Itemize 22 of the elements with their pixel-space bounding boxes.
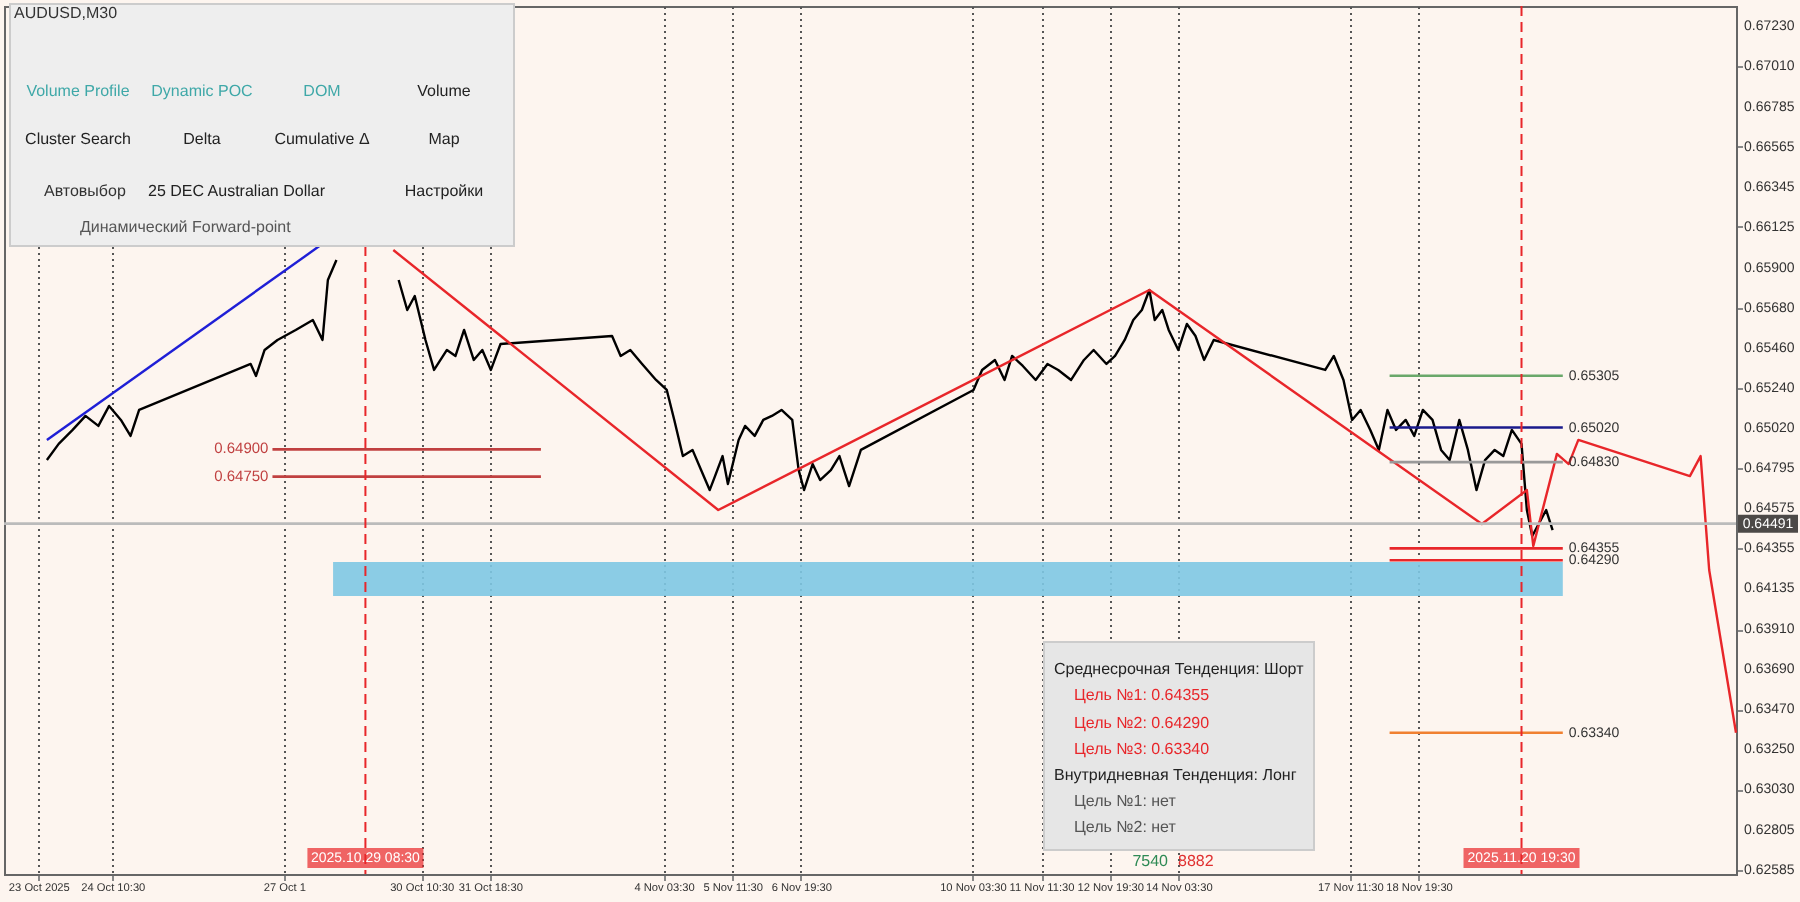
annotation: Map: [428, 130, 461, 148]
annotation: Цель №1: 0.64355: [1074, 686, 1211, 704]
annotation: AUDUSD,M30: [14, 4, 119, 22]
annotation: Динамический Forward-point: [80, 218, 293, 236]
annotation: Цель №1: нет: [1074, 792, 1177, 810]
annotation: Cluster Search: [25, 130, 131, 148]
annotation: Volume Profile: [26, 82, 131, 100]
annotation: Внутридневная Тенденция: Лонг: [1054, 766, 1297, 784]
annotation: Dynamic POC: [151, 82, 254, 100]
annotation: Автовыбор: [44, 182, 127, 200]
annotation: Цель №2: нет: [1074, 818, 1177, 836]
annotation: 25 DEC Australian Dollar: [148, 182, 326, 200]
annotation: Цель №2: 0.64290: [1074, 714, 1211, 732]
annotation: Цель №3: 0.63340: [1074, 740, 1211, 758]
annotation: 7540: [1132, 852, 1170, 870]
annotation: DOM: [303, 82, 342, 100]
annotation: Среднесрочная Тенденция: Шорт: [1054, 660, 1305, 678]
annotation: 8882: [1178, 852, 1215, 870]
annotation: Настройки: [404, 182, 484, 200]
annotation: Volume: [417, 82, 472, 100]
annotation: Cumulative Δ: [274, 130, 371, 148]
annotation: Delta: [183, 130, 222, 148]
